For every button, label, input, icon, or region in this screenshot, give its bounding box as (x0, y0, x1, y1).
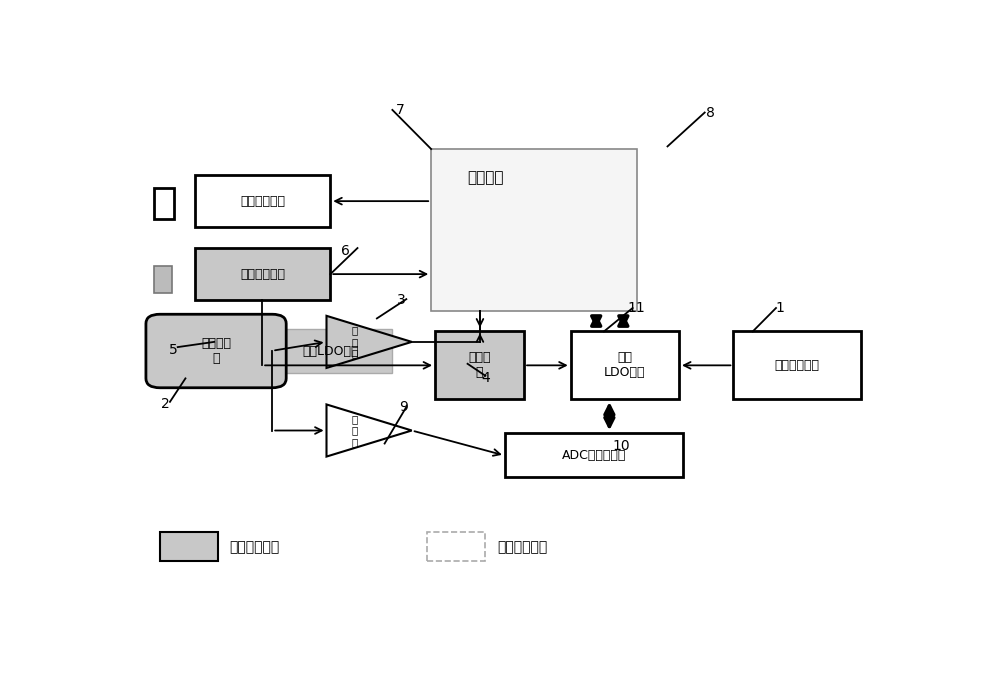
Text: 光纤接收模块: 光纤接收模块 (240, 267, 285, 281)
FancyBboxPatch shape (154, 188, 174, 219)
Text: 7: 7 (396, 103, 404, 117)
Text: 4: 4 (481, 372, 490, 385)
Text: 10: 10 (612, 439, 630, 453)
FancyBboxPatch shape (146, 314, 286, 388)
Text: 可控
LDO电源: 可控 LDO电源 (604, 351, 646, 379)
FancyBboxPatch shape (154, 266, 172, 293)
FancyBboxPatch shape (431, 149, 637, 311)
Text: 1: 1 (775, 301, 784, 315)
FancyBboxPatch shape (195, 248, 330, 300)
FancyBboxPatch shape (435, 332, 524, 399)
Text: 主控制器: 主控制器 (467, 170, 504, 185)
Text: 5: 5 (169, 343, 177, 357)
Text: 光纤发送模块: 光纤发送模块 (240, 194, 285, 208)
Text: 运
算
器: 运 算 器 (352, 414, 358, 447)
Text: 持续供电部分: 持续供电部分 (230, 540, 280, 554)
Polygon shape (326, 404, 412, 456)
Text: 信号转换
器: 信号转换 器 (201, 337, 231, 365)
Polygon shape (326, 315, 412, 368)
Text: 8: 8 (706, 106, 715, 120)
Text: 鉴
别
器: 鉴 别 器 (352, 325, 358, 359)
Text: 11: 11 (628, 301, 645, 315)
Text: 电源供电模块: 电源供电模块 (775, 359, 820, 372)
Text: ADC模数转换器: ADC模数转换器 (562, 449, 626, 462)
Text: 6: 6 (341, 244, 350, 258)
FancyBboxPatch shape (268, 329, 392, 373)
Text: 逻辑或
门: 逻辑或 门 (468, 351, 491, 379)
FancyBboxPatch shape (195, 175, 330, 227)
FancyBboxPatch shape (571, 332, 679, 399)
FancyBboxPatch shape (733, 332, 861, 399)
Text: 9: 9 (400, 400, 408, 414)
Text: 第一LDO电源: 第一LDO电源 (302, 345, 359, 357)
Text: 3: 3 (397, 293, 406, 307)
Text: 间断供电部分: 间断供电部分 (497, 540, 547, 554)
Text: 2: 2 (161, 397, 170, 412)
FancyBboxPatch shape (427, 532, 485, 561)
FancyBboxPatch shape (160, 532, 218, 561)
FancyBboxPatch shape (505, 433, 683, 477)
